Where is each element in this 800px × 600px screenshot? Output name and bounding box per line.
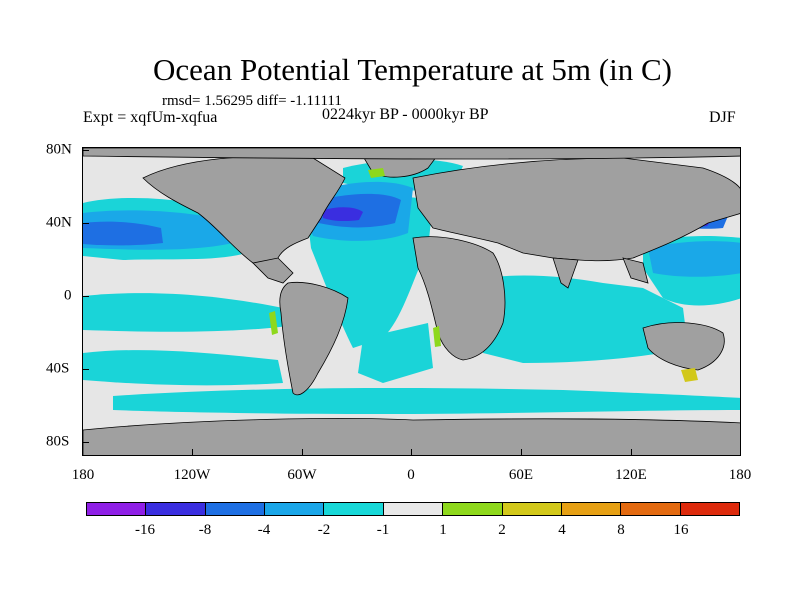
y-tick-label: 80S [46,433,70,450]
colorbar-cell [443,503,503,515]
xtick-120w [192,449,193,456]
colorbar-label: 4 [558,522,566,538]
darkblue-gulf-stream [323,207,363,222]
colorbar-label: -2 [317,522,331,538]
yellow-tasman [681,368,698,382]
ytick-80s [82,442,89,443]
colorbar-cell [561,503,622,515]
cyan-south-pacific [83,350,283,386]
anomaly-warm [269,168,698,382]
land-indian-subcontinent [552,257,579,289]
lightblue-west-pacific [648,241,740,277]
xtick-60e [521,449,522,456]
ytick-40s [82,369,89,370]
blue-north-pacific-west [83,221,163,246]
colorbar-cell [383,503,444,515]
x-tick-label: 0 [407,467,415,483]
colorbar-cell [205,503,266,515]
colorbar-cell [324,503,384,515]
green-peru-coast [269,311,278,335]
ocean-temperature-map [83,148,740,455]
ytick-80n [82,150,89,151]
colorbar [86,502,740,516]
ytick-0 [82,296,89,297]
land [83,148,740,455]
cyan-southern-band [113,388,740,414]
green-labrador [368,168,385,178]
colorbar-label: 16 [673,522,689,538]
stats-text: rmsd= 1.56295 diff= -1.11111 [162,93,342,109]
x-tick-label: 120W [173,467,211,483]
colorbar-cell [621,503,681,515]
map-panel [82,147,741,456]
x-tick-label: 60E [508,467,534,483]
colorbar-label: -1 [376,522,390,538]
y-tick-label: 0 [64,287,72,304]
colorbar-cell [146,503,206,515]
colorbar-cell [680,503,739,515]
cyan-south-atlantic [358,323,433,383]
y-tick-label: 80N [46,141,72,158]
y-tick-label: 40S [46,360,70,377]
period-label: 0224kyr BP - 0000kyr BP [322,106,489,123]
colorbar-label: 1 [439,522,447,538]
colorbar-cell [87,503,147,515]
xtick-0 [411,449,412,456]
land-south-america [279,281,349,396]
colorbar-label: 2 [498,522,506,538]
colorbar-label: -4 [257,522,271,538]
land-central-america [252,257,294,284]
colorbar-label: -8 [198,522,212,538]
x-tick-label: 120E [615,467,647,483]
land-arctic-top [83,148,740,160]
cyan-indian [479,275,688,363]
x-tick-label: 60W [287,467,317,483]
map-title: Ocean Potential Temperature at 5m (in C) [153,52,672,87]
land-eurasia [412,157,740,262]
y-tick-label: 40N [46,214,72,231]
experiment-label: Expt = xqfUm-xqfua [83,109,218,126]
cyan-tropical-pacific [83,293,288,332]
x-tick-label: 180 [728,467,752,483]
colorbar-cell [265,503,325,515]
season-label: DJF [709,109,736,126]
xtick-120e [631,449,632,456]
green-benguela [433,326,441,347]
land-australia [642,322,725,371]
land-africa [412,236,506,361]
ytick-40n [82,223,89,224]
land-antarctica [83,418,740,455]
colorbar-cell [502,503,562,515]
land-southeast-asia [622,257,649,284]
colorbar-label: -16 [135,522,155,538]
x-tick-label: 180 [71,467,95,483]
xtick-180w [82,449,83,456]
colorbar-label: 8 [617,522,625,538]
xtick-60w [302,449,303,456]
